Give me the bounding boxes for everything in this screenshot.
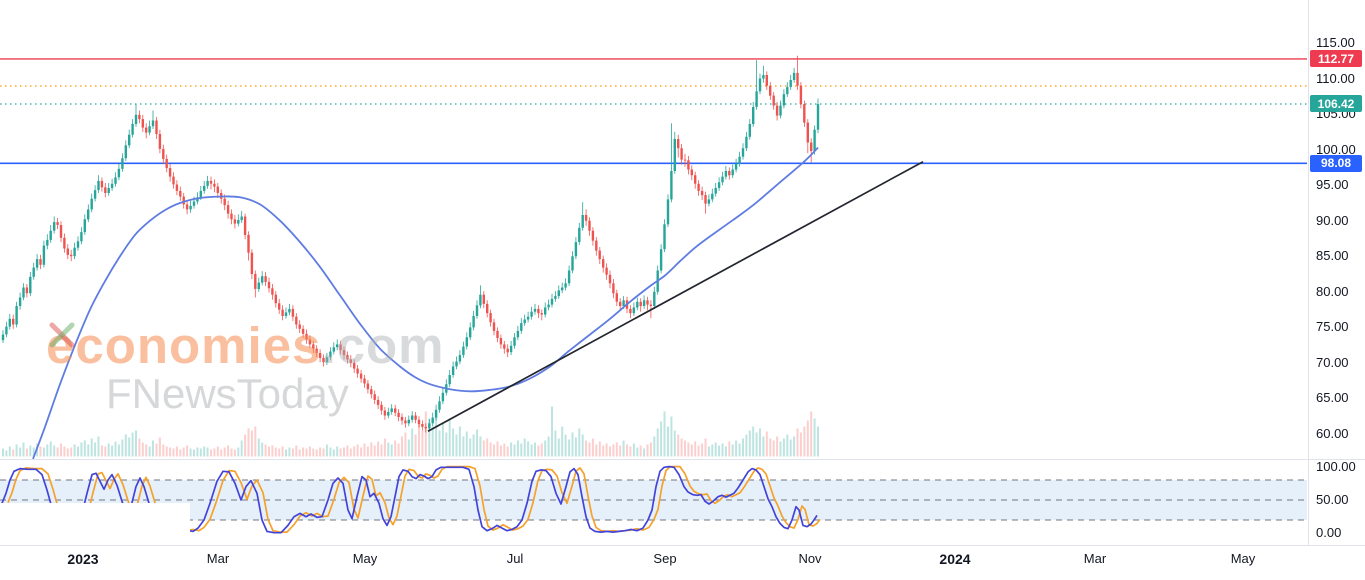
stoch-k-line[interactable] bbox=[1, 465, 818, 534]
stoch-d-line[interactable] bbox=[7, 465, 821, 533]
candles-layer bbox=[1, 55, 820, 433]
volume-layer bbox=[2, 406, 819, 457]
ascending-trendline[interactable] bbox=[427, 160, 924, 432]
logo-whitespace-box bbox=[0, 503, 190, 544]
moving-average-line[interactable] bbox=[32, 146, 819, 460]
